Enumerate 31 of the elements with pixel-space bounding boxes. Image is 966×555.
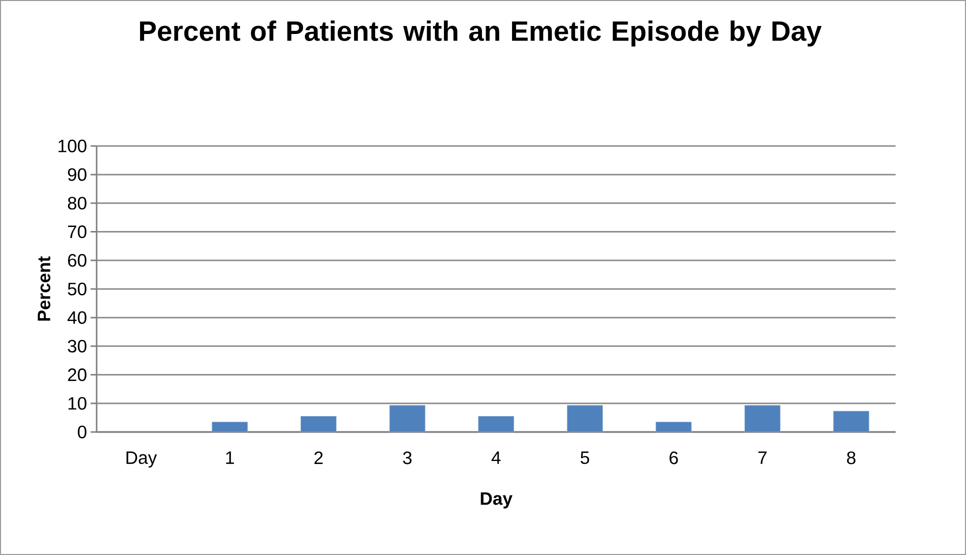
y-tick-label: 20 xyxy=(68,368,86,382)
bar xyxy=(566,405,603,432)
x-axis-title: Day xyxy=(480,492,512,508)
y-tick-label: 70 xyxy=(68,225,86,238)
x-tick-label: 2 xyxy=(314,451,323,464)
y-tick-label: 0 xyxy=(78,426,86,438)
y-axis-title: Percent xyxy=(38,256,50,321)
y-tick-label: 30 xyxy=(68,340,86,353)
y-tick-label: 10 xyxy=(68,397,86,410)
x-tick-label: 1 xyxy=(226,452,234,464)
bar xyxy=(300,416,337,432)
x-tick-label: Day xyxy=(126,452,157,468)
y-tick-label: 50 xyxy=(68,282,86,296)
x-tick-label: 4 xyxy=(492,452,501,464)
bar xyxy=(389,405,426,432)
bar xyxy=(833,410,870,432)
y-tick-label: 40 xyxy=(68,311,86,324)
chart-title: Percent of Patients with an Emetic Episode by Day xyxy=(140,20,822,47)
bar xyxy=(656,422,692,432)
y-tick-label: 80 xyxy=(68,196,86,210)
x-tick-label: 3 xyxy=(403,451,412,464)
bar xyxy=(212,422,248,432)
bar xyxy=(744,405,780,432)
x-tick-label: 6 xyxy=(670,451,678,464)
bar xyxy=(478,416,514,432)
x-tick-label: 7 xyxy=(758,452,767,464)
y-tick-label: 100 xyxy=(58,140,86,152)
y-tick-label: 90 xyxy=(68,168,86,181)
y-tick-label: 60 xyxy=(68,254,86,267)
x-tick-label: 8 xyxy=(847,451,856,464)
x-tick-label: 5 xyxy=(580,452,590,464)
